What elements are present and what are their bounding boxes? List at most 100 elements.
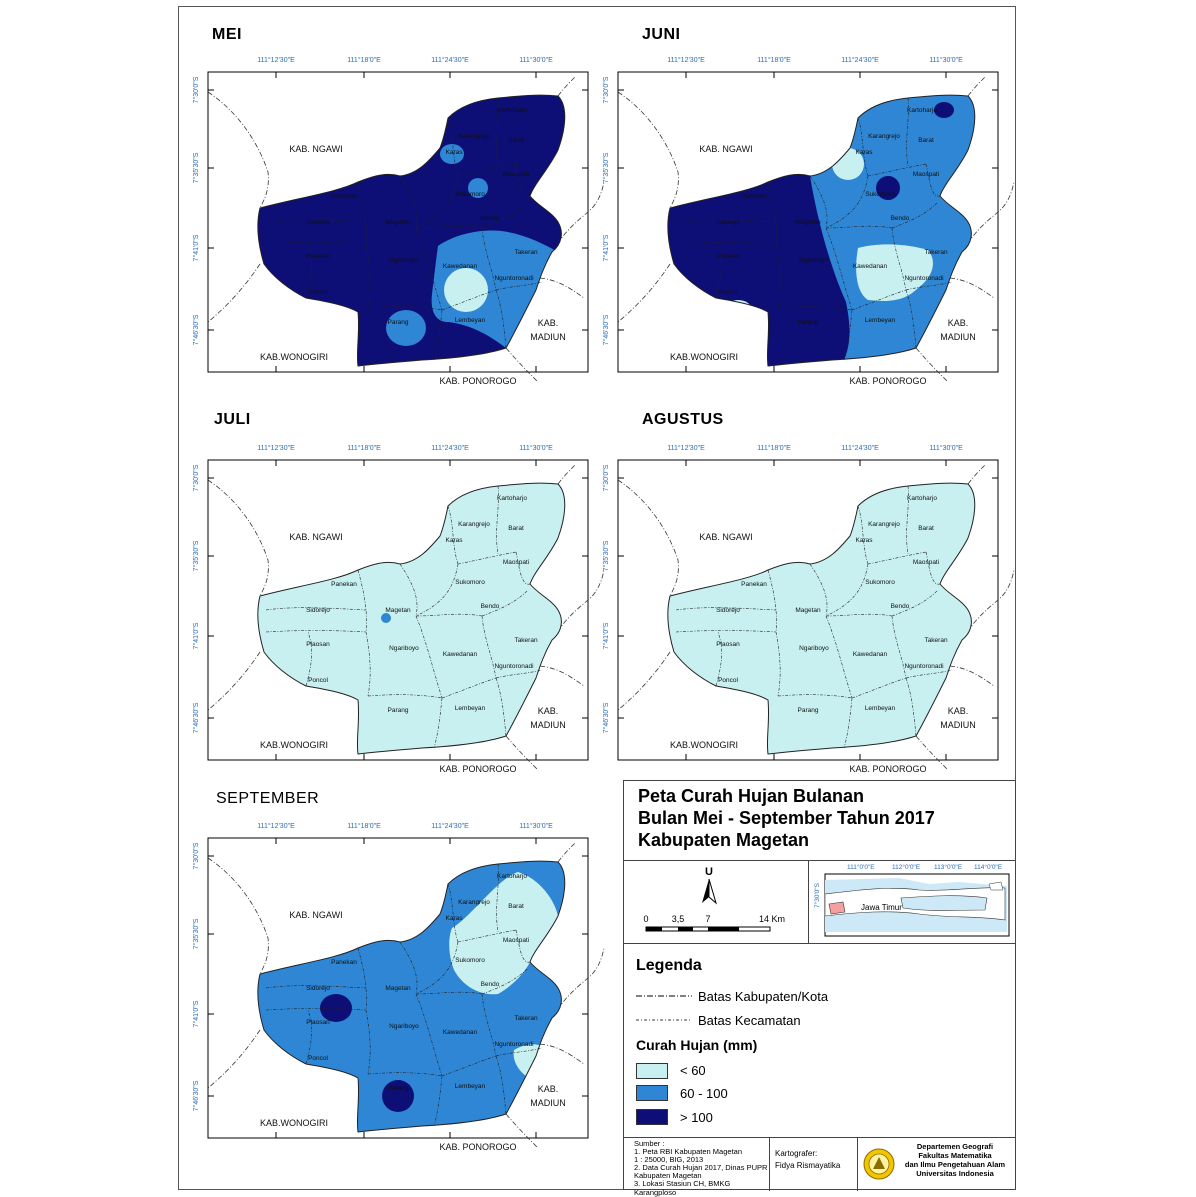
district-boundary bbox=[481, 993, 497, 1057]
lon-label: 111°12'30"E bbox=[667, 444, 705, 452]
boundary-line-icons bbox=[636, 995, 692, 1021]
district-boundary bbox=[891, 201, 939, 229]
inset-lon-1: 112°0'0"E bbox=[892, 863, 921, 871]
institution-block: Departemen Geografi Fakultas Matematika … bbox=[894, 1142, 1016, 1178]
district-label-sidorejo: Sidorejo bbox=[716, 607, 740, 614]
district-label-maospati: Maospati bbox=[913, 171, 939, 178]
legend-boundary-kec: Batas Kecamatan bbox=[698, 1013, 801, 1028]
district-label-plaosan: Plaosan bbox=[716, 253, 740, 260]
lon-label: 111°18'0"E bbox=[757, 444, 791, 452]
regency-boundary bbox=[961, 569, 1015, 641]
map-september: 111°12'30"E 111°18'0"E 111°24'30"E 111°30'0… bbox=[192, 822, 605, 1152]
map-juli: 111°12'30"E 111°18'0"E 111°24'30"E 111°30'0… bbox=[192, 444, 605, 774]
lat-label: 7°46'30"S bbox=[192, 702, 200, 733]
district-label-maospati: Maospati bbox=[913, 559, 939, 566]
rainfall-zone bbox=[320, 994, 352, 1022]
rain-legend-title: Curah Hujan (mm) bbox=[636, 1037, 758, 1053]
lon-label: 111°12'30"E bbox=[257, 444, 295, 452]
district-label-ngariboyo: Ngariboyo bbox=[799, 257, 829, 264]
district-label-panekan: Panekan bbox=[331, 959, 357, 966]
district-label-takeran: Takeran bbox=[514, 637, 538, 644]
inset-map: 111°0'0"E 112°0'0"E 113°0'0"E 114°0'0"E … bbox=[808, 860, 1017, 943]
district-label-ngariboyo: Ngariboyo bbox=[389, 257, 419, 264]
district-boundary bbox=[433, 697, 443, 749]
north-label: U bbox=[705, 866, 713, 878]
district-label-plaosan: Plaosan bbox=[306, 641, 330, 648]
district-boundary bbox=[415, 225, 483, 229]
district-boundary bbox=[457, 929, 517, 943]
legend-title: Legenda bbox=[636, 957, 702, 974]
district-label-karas: Karas bbox=[856, 149, 874, 156]
regency-boundary bbox=[207, 857, 269, 975]
district-label-panekan: Panekan bbox=[741, 581, 767, 588]
class-mid: 60 - 100 bbox=[680, 1086, 728, 1101]
regency-outline bbox=[257, 94, 566, 367]
district-boundary bbox=[675, 630, 777, 633]
district-label-parang: Parang bbox=[388, 1085, 409, 1092]
institution-line: dan Ilmu Pengetahuan Alam bbox=[904, 1160, 1006, 1169]
district-boundary bbox=[399, 941, 418, 995]
lat-label: 7°30'0"S bbox=[602, 76, 610, 103]
district-boundary bbox=[809, 563, 828, 617]
map-juni: 111°12'30"E 111°18'0"E 111°24'30"E 111°30'0… bbox=[602, 56, 1015, 386]
region-label-madiun_2: MADIUN bbox=[940, 332, 976, 342]
district-label-parang: Parang bbox=[798, 319, 819, 326]
district-label-kartoharjo: Kartoharjo bbox=[497, 495, 527, 502]
region-label-ngawi: KAB. NGAWI bbox=[289, 144, 342, 154]
district-label-magetan: Magetan bbox=[385, 219, 411, 226]
map-content: Kartoharjo Karangrejo Barat Karas Maospati Pa… bbox=[207, 463, 605, 774]
district-boundary bbox=[441, 289, 497, 311]
district-boundary bbox=[457, 551, 517, 565]
lon-label: 111°24'30"E bbox=[431, 822, 469, 830]
cartographer-label: Kartografer: bbox=[775, 1149, 818, 1158]
regency-boundary bbox=[207, 479, 269, 597]
region-label-madiun_1: KAB. bbox=[948, 318, 969, 328]
panel-divider bbox=[624, 943, 1015, 944]
inset-label: Jawa Timur bbox=[861, 903, 902, 912]
district-label-barat: Barat bbox=[508, 903, 524, 910]
sheet-title-line-1: Peta Curah Hujan Bulanan bbox=[638, 786, 865, 806]
district-label-kawedanan: Kawedanan bbox=[443, 263, 478, 270]
regency-boundary bbox=[505, 1113, 539, 1149]
district-boundary bbox=[265, 219, 367, 223]
district-label-sidorejo: Sidorejo bbox=[306, 219, 330, 226]
district-boundary bbox=[481, 227, 497, 291]
district-boundary bbox=[433, 1075, 443, 1127]
region-label-wonogiri: KAB.WONOGIRI bbox=[670, 740, 738, 750]
lat-label: 7°30'0"S bbox=[192, 76, 200, 103]
district-label-plaosan: Plaosan bbox=[306, 253, 330, 260]
lon-label: 111°18'0"E bbox=[757, 56, 791, 64]
rainfall-fill bbox=[257, 861, 565, 1132]
district-boundary bbox=[365, 243, 371, 309]
region-label-ponorogo: KAB. PONOROGO bbox=[849, 764, 926, 774]
district-boundary bbox=[365, 1009, 371, 1075]
scale-label-3: 14 Km bbox=[759, 914, 785, 924]
district-boundary bbox=[367, 306, 443, 311]
regency-boundary bbox=[551, 569, 605, 641]
source-line: 1 : 25000, BIG, 2013 bbox=[634, 1155, 704, 1164]
district-label-takeran: Takeran bbox=[514, 249, 538, 256]
regency-boundary bbox=[557, 841, 577, 863]
legend-boundary-kab: Batas Kabupaten/Kota bbox=[698, 989, 829, 1004]
rainfall-zone bbox=[856, 244, 933, 301]
map-content: Kartoharjo Karangrejo Barat Karas Maospati Pa… bbox=[207, 841, 605, 1152]
rainfall-zone bbox=[876, 176, 900, 200]
region-label-ngawi: KAB. NGAWI bbox=[289, 910, 342, 920]
district-boundary bbox=[825, 227, 853, 311]
district-label-barat: Barat bbox=[918, 525, 934, 532]
district-boundary bbox=[447, 883, 459, 943]
lat-label: 7°35'30"S bbox=[192, 918, 200, 949]
map-agustus: 111°12'30"E 111°18'0"E 111°24'30"E 111°30'0… bbox=[602, 444, 1015, 774]
district-label-parang: Parang bbox=[798, 707, 819, 714]
region-label-madiun_1: KAB. bbox=[538, 318, 559, 328]
regency-boundary bbox=[617, 91, 679, 209]
district-boundary bbox=[675, 219, 777, 223]
district-label-ngariboyo: Ngariboyo bbox=[799, 645, 829, 652]
map-title-september: SEPTEMBER bbox=[216, 790, 320, 807]
sheet-title-line-2: Bulan Mei - September Tahun 2017 bbox=[638, 808, 935, 828]
lat-label: 7°46'30"S bbox=[602, 702, 610, 733]
district-boundary bbox=[515, 551, 531, 585]
scale-bar: 0 3,5 7 14 Km bbox=[643, 914, 785, 932]
lat-label: 7°35'30"S bbox=[602, 540, 610, 571]
lon-label: 111°12'30"E bbox=[667, 56, 705, 64]
